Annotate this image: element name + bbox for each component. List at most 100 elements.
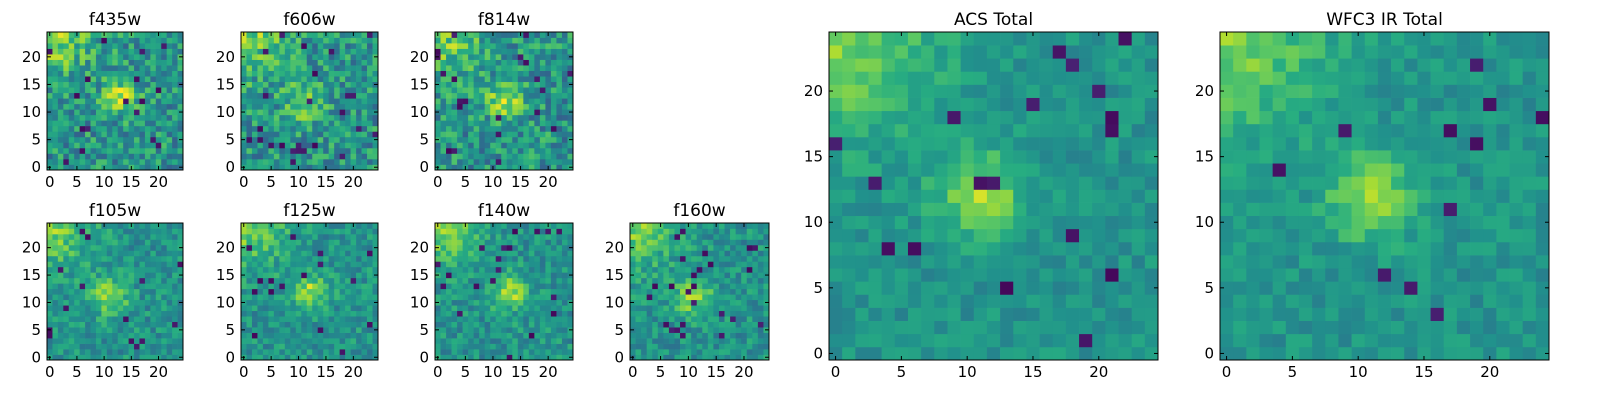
- heatmap-cell: [312, 158, 319, 165]
- heatmap-cell: [301, 65, 308, 71]
- heatmap-cell: [279, 37, 286, 44]
- heatmap-cell: [85, 131, 91, 138]
- heatmap-cell: [150, 114, 157, 121]
- heatmap-cell: [85, 354, 91, 361]
- heatmap-cell: [279, 59, 286, 66]
- heatmap-cell: [166, 92, 173, 99]
- heatmap-cell: [295, 131, 302, 138]
- heatmap-cell: [934, 215, 948, 230]
- heatmap-cell: [545, 87, 552, 94]
- heatmap-cell: [361, 32, 368, 38]
- heatmap-cell: [468, 354, 474, 361]
- heatmap-cell: [501, 70, 508, 77]
- heatmap-cell: [646, 305, 653, 312]
- heatmap-cell: [52, 299, 59, 306]
- heatmap-cell: [166, 233, 173, 240]
- heatmap-cell: [512, 332, 519, 339]
- heatmap-cell: [328, 120, 335, 127]
- heatmap-cell: [339, 98, 346, 105]
- heatmap-cell: [506, 81, 513, 88]
- heatmap-cell: [144, 223, 151, 229]
- heatmap-cell: [306, 288, 313, 295]
- heatmap-cell: [657, 239, 664, 246]
- heatmap-cell: [468, 87, 474, 94]
- y-tick-label: 5: [225, 131, 235, 149]
- heatmap-cell: [440, 305, 447, 312]
- heatmap-cell: [79, 87, 86, 94]
- heatmap-cell: [746, 349, 753, 355]
- heatmap-cell: [657, 305, 664, 312]
- heatmap-cell: [150, 321, 157, 328]
- heatmap-cell: [350, 136, 357, 143]
- heatmap-cell: [74, 54, 80, 60]
- heatmap-cell: [668, 343, 675, 350]
- heatmap-cell: [462, 153, 469, 160]
- heatmap-cell: [246, 250, 253, 257]
- heatmap-cell: [986, 307, 1001, 321]
- heatmap-cell: [241, 288, 247, 295]
- heatmap-cell: [166, 288, 173, 295]
- heatmap-cell: [74, 244, 80, 251]
- heatmap-cell: [334, 32, 340, 38]
- heatmap-cell: [506, 153, 513, 160]
- heatmap-cell: [894, 215, 909, 230]
- heatmap-cell: [921, 320, 935, 335]
- heatmap-cell: [345, 354, 351, 361]
- heatmap-cell: [490, 288, 497, 295]
- heatmap-cell: [934, 150, 948, 164]
- x-tick-label: 5: [72, 173, 82, 191]
- heatmap-cell: [1039, 346, 1054, 361]
- y-tick-label: 20: [22, 48, 41, 66]
- heatmap-cell: [550, 244, 557, 251]
- heatmap-cell: [334, 158, 340, 165]
- heatmap-cell: [741, 321, 748, 328]
- heatmap-cell: [556, 305, 563, 312]
- heatmap-cell: [907, 307, 922, 321]
- heatmap-cell: [345, 153, 351, 160]
- heatmap-cell: [47, 65, 53, 71]
- y-tick-label: 0: [225, 348, 235, 366]
- heatmap-cell: [534, 321, 541, 328]
- heatmap-cell: [440, 76, 447, 83]
- heatmap-cell: [663, 250, 670, 257]
- heatmap-cell: [273, 125, 280, 132]
- heatmap-cell: [150, 43, 157, 49]
- heatmap-cell: [490, 321, 497, 328]
- heatmap-cell: [473, 266, 480, 273]
- heatmap-cell: [134, 114, 140, 121]
- heatmap-cell: [567, 103, 574, 110]
- heatmap-cell: [550, 223, 557, 229]
- heatmap-cell: [973, 176, 988, 190]
- heatmap-cell: [829, 281, 843, 295]
- heatmap-cell: [166, 316, 173, 322]
- heatmap-cell: [155, 59, 162, 66]
- heatmap-cell: [361, 70, 368, 77]
- heatmap-cell: [345, 65, 351, 71]
- heatmap-cell: [921, 307, 935, 321]
- heatmap-cell: [539, 103, 546, 110]
- heatmap-cell: [517, 305, 524, 312]
- heatmap-cell: [367, 305, 373, 312]
- heatmap-cell: [361, 239, 368, 246]
- heatmap-cell: [68, 266, 75, 273]
- heatmap-cell: [440, 272, 447, 279]
- heatmap-cell: [85, 228, 91, 235]
- heatmap-cell: [550, 349, 557, 355]
- heatmap-cell: [262, 59, 269, 66]
- heatmap-cell: [144, 114, 151, 121]
- heatmap-cell: [128, 316, 135, 322]
- heatmap-cell: [635, 283, 642, 290]
- heatmap-cell: [1092, 163, 1106, 177]
- heatmap-cell: [47, 239, 53, 246]
- heatmap-cell: [139, 70, 146, 77]
- heatmap-cell: [95, 76, 102, 83]
- heatmap-cell: [262, 43, 269, 49]
- heatmap-cell: [246, 338, 253, 344]
- heatmap-cell: [523, 305, 530, 312]
- heatmap-cell: [345, 125, 351, 132]
- heatmap-cell: [435, 70, 441, 77]
- heatmap-cell: [668, 294, 675, 301]
- heatmap-cell: [273, 131, 280, 138]
- heatmap-cell: [290, 327, 297, 333]
- heatmap-cell: [106, 338, 113, 344]
